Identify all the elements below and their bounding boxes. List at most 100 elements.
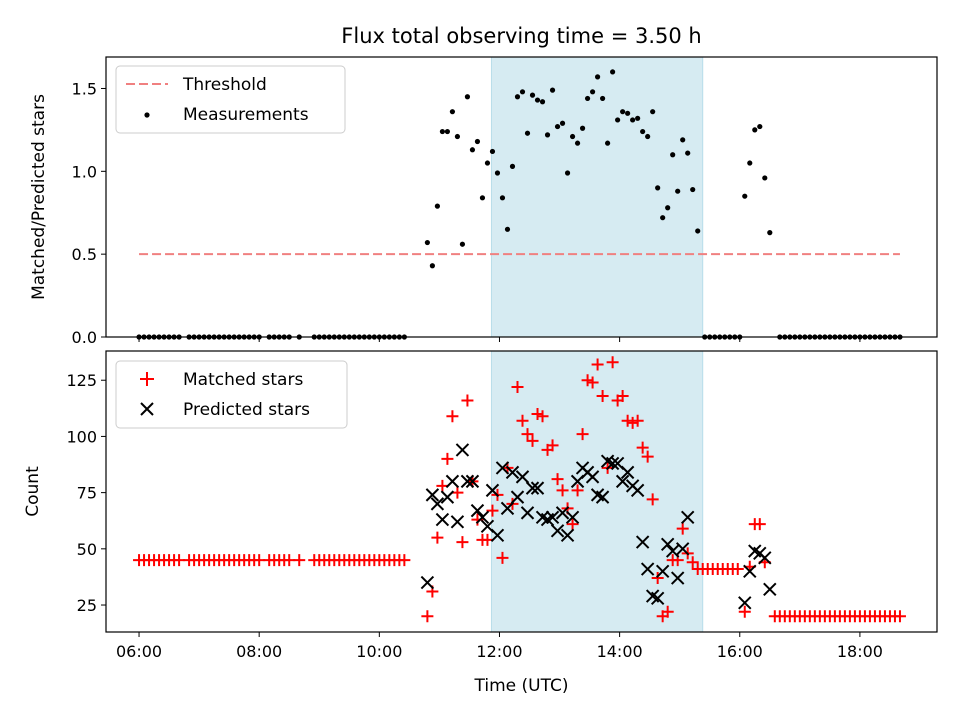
measurement-point bbox=[589, 89, 596, 95]
matched-stars-point bbox=[516, 414, 529, 427]
y-tick-label: 0.0 bbox=[72, 328, 97, 347]
predicted-stars-point bbox=[440, 490, 455, 504]
matched-stars-point bbox=[173, 554, 186, 567]
predicted-stars-point bbox=[743, 564, 757, 579]
matched-stars-point bbox=[398, 554, 411, 567]
matched-stars-point bbox=[283, 554, 296, 567]
y-axis-ticks-top: 0.0 0.5 1.0 1.5 bbox=[72, 79, 106, 347]
predicted-stars-point bbox=[525, 481, 540, 495]
measurement-point bbox=[544, 132, 551, 138]
measurement-point bbox=[742, 193, 748, 199]
matched-stars-point bbox=[626, 416, 639, 429]
matched-stars-point bbox=[441, 452, 454, 465]
measurement-point bbox=[534, 97, 541, 103]
predicted-stars-point bbox=[660, 537, 675, 552]
measurement-point bbox=[680, 137, 686, 143]
predicted-stars-point bbox=[650, 591, 665, 605]
measurement-point bbox=[479, 195, 486, 201]
matched-stars-point bbox=[731, 563, 744, 576]
matched-stars-point bbox=[606, 356, 619, 369]
legend-top: Threshold Measurements bbox=[115, 65, 346, 134]
matched-stars-points bbox=[133, 356, 906, 623]
matched-stars-point bbox=[253, 554, 266, 567]
matched-stars-point bbox=[456, 536, 469, 549]
x-tick-label: 14:00 bbox=[597, 642, 643, 661]
matched-stars-point bbox=[511, 380, 524, 393]
x-axis-ticks-bottom: 06:00 08:00 10:00 12:00 14:00 16:00 18:00 bbox=[116, 632, 883, 661]
y-tick-label: 25 bbox=[77, 596, 97, 615]
predicted-stars-points bbox=[420, 443, 777, 610]
measurement-point bbox=[695, 228, 701, 234]
predicted-stars-point bbox=[763, 582, 777, 596]
predicted-stars-point bbox=[620, 465, 635, 480]
legend-box-bottom bbox=[115, 360, 348, 429]
measurement-point bbox=[469, 147, 476, 153]
predicted-stars-point bbox=[515, 470, 530, 484]
measurement-point bbox=[670, 152, 676, 158]
y-axis-ticks-bottom: 25 50 75 100 125 bbox=[66, 371, 106, 615]
predicted-stars-point bbox=[640, 562, 655, 576]
x-tick-label: 18:00 bbox=[837, 642, 883, 661]
matched-stars-point bbox=[586, 376, 599, 389]
legend-threshold-label: Threshold bbox=[182, 75, 267, 95]
measurement-point bbox=[650, 109, 656, 115]
measurement-point bbox=[424, 239, 430, 246]
matched-stars-point bbox=[546, 439, 559, 452]
predicted-stars-point bbox=[585, 470, 600, 484]
y-tick-label: 50 bbox=[77, 540, 97, 559]
measurement-point bbox=[569, 133, 576, 140]
predicted-stars-point bbox=[555, 506, 570, 520]
legend-predicted-swatch bbox=[140, 402, 154, 416]
predicted-stars-point bbox=[655, 564, 670, 579]
matched-stars-point bbox=[481, 533, 494, 546]
measurement-point bbox=[635, 115, 641, 121]
measurement-point bbox=[752, 127, 758, 133]
measurement-point bbox=[454, 133, 461, 140]
predicted-stars-point bbox=[605, 456, 620, 471]
measurement-point bbox=[599, 95, 606, 102]
predicted-stars-point bbox=[635, 535, 650, 549]
x-tick-label: 10:00 bbox=[356, 642, 402, 661]
predicted-stars-point bbox=[455, 443, 470, 457]
measurement-point bbox=[757, 123, 763, 130]
measurement-point bbox=[509, 163, 516, 169]
predicted-stars-point bbox=[560, 528, 575, 543]
legend-predicted-label: Predicted stars bbox=[183, 400, 310, 420]
chart-title: Flux total observing time = 3.50 h bbox=[341, 24, 701, 48]
legend-bottom: Matched stars Predicted stars bbox=[115, 360, 348, 429]
measurement-point bbox=[539, 99, 546, 105]
matched-stars-point bbox=[631, 414, 644, 427]
matched-stars-point bbox=[556, 484, 569, 497]
matched-stars-point bbox=[661, 605, 674, 618]
matched-stars-point bbox=[646, 493, 659, 506]
matched-stars-point bbox=[431, 531, 444, 544]
predicted-stars-point bbox=[460, 474, 475, 489]
measurement-point bbox=[494, 170, 501, 176]
measurement-point bbox=[584, 95, 591, 102]
predicted-stars-point bbox=[670, 571, 685, 585]
matched-stars-point bbox=[451, 486, 464, 499]
measurement-point bbox=[675, 188, 681, 194]
matched-stars-point bbox=[521, 428, 534, 441]
x-axis-label: Time (UTC) bbox=[474, 676, 569, 696]
matched-stars-point bbox=[486, 504, 499, 517]
predicted-stars-point bbox=[420, 575, 435, 590]
measurement-point bbox=[484, 160, 491, 166]
predicted-stars-point bbox=[430, 497, 445, 511]
predicted-stars-point bbox=[545, 510, 560, 525]
measurement-point bbox=[685, 150, 691, 156]
measurement-point bbox=[524, 130, 531, 136]
measurement-point bbox=[449, 109, 456, 115]
matched-stars-point bbox=[591, 358, 604, 371]
measurement-point bbox=[564, 170, 571, 176]
measurement-point bbox=[439, 128, 446, 135]
measurement-point bbox=[444, 128, 451, 135]
matched-stars-point bbox=[651, 572, 664, 585]
measurement-point bbox=[519, 89, 526, 95]
legend-matched-swatch bbox=[140, 372, 154, 386]
matched-stars-point bbox=[581, 374, 594, 387]
predicted-stars-point bbox=[615, 474, 630, 489]
matched-stars-point bbox=[436, 479, 449, 492]
predicted-stars-point bbox=[510, 490, 525, 504]
predicted-stars-point bbox=[500, 501, 515, 516]
